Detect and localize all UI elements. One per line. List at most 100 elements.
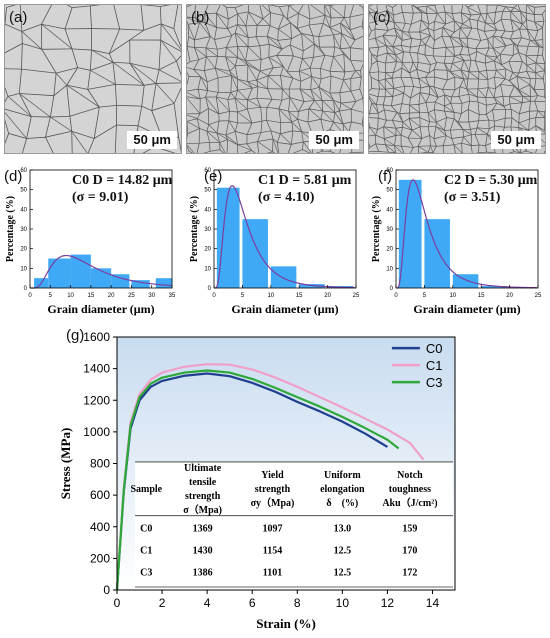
histogram-f: 0 5 10 15 20 25 0 10 20 30 40 50 60 Grain diameter (μ…	[368, 160, 546, 320]
legend-label-c0: C0	[426, 341, 443, 356]
panel-label-b: (b)	[191, 9, 210, 26]
y-tick-label: 30	[20, 227, 27, 233]
histogram-bar	[131, 280, 150, 288]
y-tick-label: 1200	[83, 393, 110, 407]
histogram-f-sigma: (σ = 3.51)	[444, 190, 501, 205]
micrograph-b-texture	[187, 5, 363, 153]
table-cell: C1	[140, 545, 152, 556]
y-tick-label: 40	[386, 207, 393, 213]
x-axis-label: Grain diameter (μm)	[47, 302, 154, 316]
table-header-cell: strength	[185, 491, 221, 502]
y-tick-label: 10	[204, 266, 211, 272]
panel-label-d: (d)	[4, 168, 23, 185]
x-tick-label: 20	[324, 293, 331, 299]
y-tick-label: 50	[386, 188, 393, 194]
table-cell: 1369	[193, 523, 213, 534]
x-tick-label: 5	[423, 293, 427, 299]
y-axis-label: Percentage (%)	[371, 196, 382, 262]
histogram-bar	[481, 286, 507, 288]
micrograph-c-texture	[369, 5, 545, 153]
y-tick-label: 60	[204, 168, 211, 174]
y-axis-label: Percentage (%)	[189, 196, 200, 262]
table-header-cell: tensile	[189, 477, 217, 488]
table-header-cell: strength	[255, 484, 291, 495]
x-tick-label: 30	[148, 293, 155, 299]
micrograph-c: (c) 50 μm	[368, 4, 546, 154]
histogram-bar	[452, 274, 479, 288]
x-tick-label: 15	[88, 293, 95, 299]
x-tick-label: 35	[169, 293, 176, 299]
x-axis-label: Grain diameter (μm)	[231, 302, 338, 316]
y-tick-label: 20	[204, 247, 211, 253]
y-tick-label: 20	[20, 247, 27, 253]
histogram-bar	[155, 278, 172, 288]
y-tick-label: 10	[20, 266, 27, 272]
x-tick-label: 8	[294, 596, 301, 610]
table-header-cell: σ（Mpa)	[183, 503, 222, 516]
table-cell: 12.5	[334, 545, 352, 556]
y-tick-label: 40	[204, 207, 211, 213]
x-tick-label: 15	[296, 293, 303, 299]
x-tick-label: 0	[394, 293, 398, 299]
x-tick-label: 20	[506, 293, 513, 299]
histogram-bar	[398, 179, 422, 288]
y-axis-label: Percentage (%)	[5, 196, 16, 262]
histogram-bar	[270, 266, 297, 288]
table-cell: 1101	[263, 568, 282, 579]
x-tick-label: 5	[241, 293, 245, 299]
y-tick-label: 1000	[83, 425, 110, 439]
x-tick-label: 12	[381, 596, 395, 610]
stress-strain-chart: SampleUltimatetensilestrengthσ（Mpa)Yield…	[58, 330, 456, 631]
x-tick-label: 25	[353, 293, 360, 299]
fit-curve	[215, 185, 355, 289]
table-header-cell: elongation	[320, 484, 365, 495]
y-tick-label: 60	[386, 168, 393, 174]
x-tick-label: 25	[535, 293, 542, 299]
x-tick-label: 15	[478, 293, 485, 299]
y-tick-label: 1600	[83, 330, 110, 344]
table-cell: 159	[402, 523, 417, 534]
histogram-bar	[216, 187, 240, 288]
panel-label-e: (e)	[204, 168, 223, 185]
scale-bar-a: 50 μm	[127, 131, 177, 149]
x-tick-label: 14	[426, 596, 440, 610]
y-tick-label: 800	[90, 457, 110, 471]
x-tick-label: 10	[267, 293, 274, 299]
x-tick-label: 4	[204, 596, 211, 610]
table-cell: 172	[402, 568, 417, 579]
histogram-e-svg: 0 5 10 15 20 25 0 10 20 30 40 50 60 Grain diameter (μ…	[189, 168, 360, 316]
y-tick-label: 30	[204, 227, 211, 233]
histogram-f-title: C2 D = 5.30 μm	[444, 173, 538, 188]
table-header-cell: Aku（J/cm²)	[382, 496, 437, 509]
y-axis-label: Stress (MPa)	[58, 428, 73, 500]
x-tick-label: 6	[249, 596, 256, 610]
property-table: SampleUltimatetensilestrengthσ（Mpa)Yield…	[130, 463, 437, 579]
x-tick-label: 10	[336, 596, 350, 610]
micrograph-a: (a) 50 μm	[4, 4, 182, 154]
table-cell: 12.5	[334, 568, 352, 579]
x-tick-label: 0	[212, 293, 216, 299]
table-cell: 170	[402, 545, 417, 556]
table-cell: C3	[140, 568, 152, 579]
table-header-cell: Uniform	[324, 470, 361, 481]
table-cell: C0	[140, 523, 152, 534]
y-tick-label: 10	[386, 266, 393, 272]
table-header-cell: toughness	[389, 484, 431, 495]
x-axis-label: Strain (%)	[256, 616, 316, 631]
histogram-e-sigma: (σ = 4.10)	[258, 190, 315, 205]
y-tick-label: 0	[24, 286, 28, 292]
y-tick-label: 1400	[83, 362, 110, 376]
property-table-background	[135, 461, 453, 588]
histogram-f-svg: 0 5 10 15 20 25 0 10 20 30 40 50 60 Grain diameter (μ…	[371, 168, 542, 316]
x-tick-label: 25	[128, 293, 135, 299]
y-tick-label: 0	[103, 583, 110, 597]
panel-label-a: (a)	[9, 9, 28, 26]
histogram-d-sigma: (σ = 9.01)	[72, 190, 129, 205]
histogram-d-svg: 0 5 10 15 20 25 30 35 0 10 20 30 40 50 60 Grain diamete…	[5, 168, 176, 316]
stress-strain-panel: (g) Sample Ultimate tensile strength σ（Mpa) Y…	[0, 325, 550, 638]
legend-label-c1: C1	[426, 358, 443, 373]
table-header-cell: δ (%)	[326, 498, 358, 509]
y-tick-label: 0	[390, 286, 394, 292]
table-header-cell: σy（Mpa)	[251, 496, 295, 509]
x-tick-label: 0	[114, 596, 121, 610]
